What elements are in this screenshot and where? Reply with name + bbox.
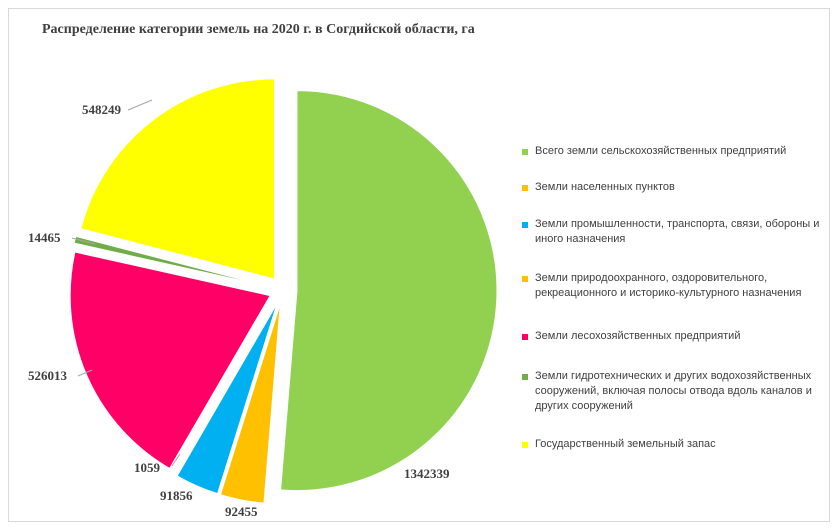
pie-slice: [174, 301, 277, 476]
pie-slice: [80, 78, 275, 280]
chart-legend: Всего земли сельскохозяйственных предпри…: [522, 0, 827, 531]
legend-label: Земли природоохранного, оздоровительного…: [535, 272, 802, 299]
chart-title: Распределение категории земель на 2020 г…: [42, 22, 475, 37]
data-label: 92455: [225, 504, 258, 519]
data-label: 91856: [160, 488, 193, 503]
data-label: 1342339: [404, 466, 450, 481]
legend-label: Земли гидротехнических и других водохозя…: [535, 370, 812, 412]
leader-line: [77, 369, 93, 377]
leader-line: [171, 453, 181, 467]
legend-swatch: [522, 185, 528, 191]
data-label: 1059: [134, 460, 161, 475]
pie-slice: [280, 90, 498, 492]
data-label: 526013: [28, 368, 68, 383]
legend-label: Государственный земельный запас: [535, 438, 716, 450]
pie-slice: [73, 235, 270, 288]
leader-line: [71, 237, 96, 245]
pie-slice: [176, 302, 278, 495]
leader-line: [127, 99, 153, 111]
data-label: 548249: [82, 102, 122, 117]
legend-label: Земли лесохозяйственных предприятий: [535, 330, 741, 342]
pie-slice: [219, 303, 281, 504]
legend-swatch: [522, 334, 528, 340]
legend-label: Всего земли сельскохозяйственных предпри…: [535, 145, 787, 157]
legend-swatch: [522, 442, 528, 448]
legend-label: Земли населенных пунктов: [535, 181, 675, 193]
legend-swatch: [522, 222, 528, 228]
pie-slice: [69, 251, 271, 470]
legend-swatch: [522, 276, 528, 282]
legend-swatch: [522, 374, 528, 380]
legend-label: Земли промышленности, транспорта, связи,…: [535, 218, 820, 245]
legend-swatch: [522, 149, 528, 155]
data-label: 14465: [28, 230, 61, 245]
